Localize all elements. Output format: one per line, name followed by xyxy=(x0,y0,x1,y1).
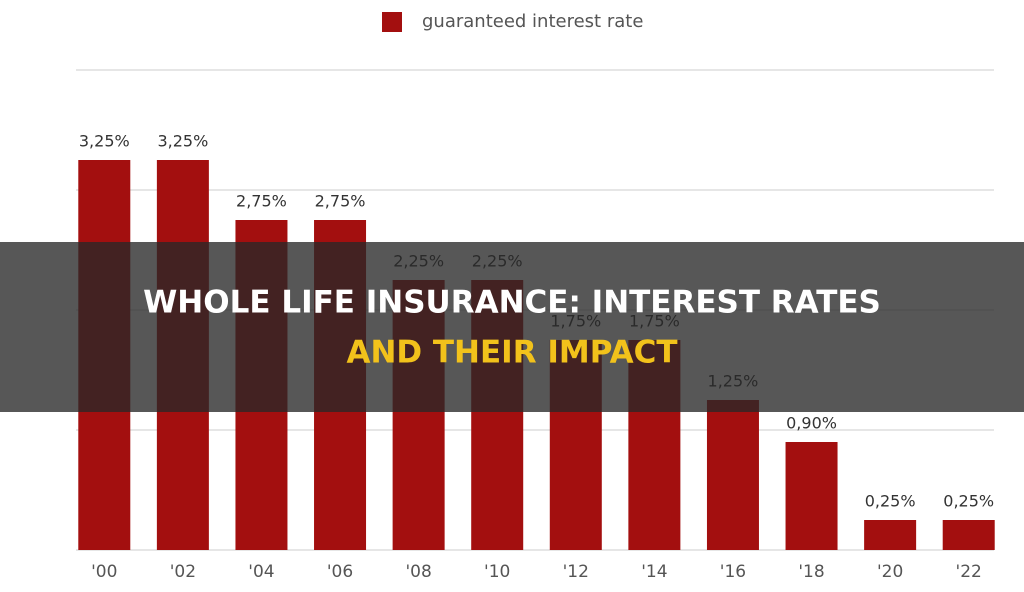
x-tick-label: '04 xyxy=(248,562,274,582)
value-label: 0,25% xyxy=(943,492,994,511)
bar xyxy=(864,520,917,550)
x-tick-label: '02 xyxy=(170,562,196,582)
value-label: 2,75% xyxy=(236,192,287,211)
title-line: AND THEIR IMPACT xyxy=(346,335,677,371)
x-tick-label: '22 xyxy=(956,562,982,582)
bar xyxy=(785,442,838,550)
x-tick-label: '20 xyxy=(877,562,903,582)
value-label: 2,75% xyxy=(315,192,366,211)
x-tick-label: '10 xyxy=(484,562,510,582)
x-tick-label: '00 xyxy=(91,562,117,582)
bar xyxy=(942,520,995,550)
x-tick-label: '08 xyxy=(405,562,431,582)
bar xyxy=(706,400,759,550)
title-line: WHOLE LIFE INSURANCE: INTEREST RATES xyxy=(143,285,881,321)
value-label: 3,25% xyxy=(79,132,130,151)
legend-swatch xyxy=(382,12,402,32)
value-label: 3,25% xyxy=(157,132,208,151)
x-tick-label: '14 xyxy=(641,562,667,582)
legend-label: guaranteed interest rate xyxy=(422,11,643,32)
x-tick-label: '06 xyxy=(327,562,353,582)
value-label: 0,90% xyxy=(786,414,837,433)
x-tick-label: '12 xyxy=(563,562,589,582)
title-overlay xyxy=(0,242,1024,412)
x-tick-label: '16 xyxy=(720,562,746,582)
value-label: 0,25% xyxy=(865,492,916,511)
x-tick-label: '18 xyxy=(798,562,824,582)
